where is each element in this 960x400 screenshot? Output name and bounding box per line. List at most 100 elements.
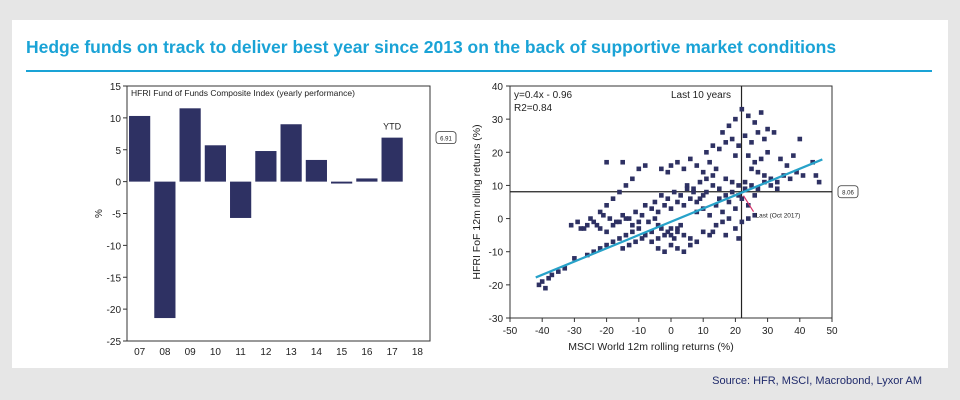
scatter-point xyxy=(630,229,635,235)
scatter-point xyxy=(642,232,648,238)
bar-x-tick-label: 15 xyxy=(336,347,348,358)
scatter-point xyxy=(707,212,712,218)
scatter-point xyxy=(697,196,703,201)
scatter-point xyxy=(659,166,664,172)
scatter-point xyxy=(717,196,722,201)
scatter-point xyxy=(604,229,609,235)
scatter-point xyxy=(749,166,754,172)
scatter-point xyxy=(736,193,741,198)
scatter-point xyxy=(691,189,696,195)
scatter-x-tick-label: -40 xyxy=(535,326,550,337)
scatter-point xyxy=(739,219,745,225)
scatter-x-tick-label: 30 xyxy=(762,326,774,337)
scatter-point xyxy=(649,206,654,211)
scatter-point xyxy=(581,226,587,231)
scatter-point xyxy=(613,219,619,225)
bar xyxy=(129,115,151,182)
bar xyxy=(381,137,403,182)
scatter-x-axis-label: MSCI World 12m rolling returns (%) xyxy=(568,341,734,353)
scatter-point xyxy=(774,179,780,185)
scatter-point xyxy=(704,189,709,195)
scatter-point xyxy=(813,173,819,178)
scatter-point xyxy=(723,140,729,145)
scatter-y-tick-label: 30 xyxy=(492,115,504,126)
scatter-point xyxy=(749,183,754,188)
scatter-point xyxy=(729,189,735,195)
scatter-point xyxy=(774,186,780,192)
scatter-point xyxy=(578,226,584,231)
scatter-point xyxy=(745,153,751,158)
bar-x-tick-label: 12 xyxy=(260,347,272,358)
scatter-point xyxy=(787,176,793,182)
scatter-point xyxy=(668,226,674,231)
scatter-point xyxy=(762,179,767,185)
scatter-point xyxy=(630,176,635,182)
scatter-point xyxy=(688,236,693,241)
regression-line xyxy=(535,158,823,279)
scatter-point xyxy=(681,203,687,208)
scatter-point xyxy=(681,166,687,172)
scatter-point xyxy=(723,232,729,238)
scatter-point xyxy=(575,219,580,225)
bar-y-tick-label: -20 xyxy=(107,305,122,316)
scatter-point xyxy=(668,242,674,248)
scatter-point xyxy=(620,212,625,218)
scatter-point xyxy=(717,186,722,192)
scatter-point xyxy=(636,226,642,231)
scatter-point xyxy=(642,163,648,168)
bar-x-tick-label: 16 xyxy=(361,347,373,358)
scatter-point xyxy=(568,222,574,228)
scatter-point xyxy=(675,199,680,205)
scatter-point xyxy=(733,116,738,122)
scatter-y-tick-label: 10 xyxy=(492,181,504,192)
bar xyxy=(305,159,327,182)
scatter-point xyxy=(800,173,806,178)
scatter-point xyxy=(572,256,577,261)
bar-chart-title: HFRI Fund of Funds Composite Index (year… xyxy=(131,88,355,98)
scatter-point xyxy=(755,130,761,135)
scatter-point xyxy=(665,229,671,235)
scatter-point xyxy=(562,265,568,271)
scatter-point xyxy=(794,169,799,175)
scatter-point xyxy=(745,216,751,221)
bar-y-tick-label: -15 xyxy=(107,273,122,284)
scatter-point xyxy=(745,113,751,119)
scatter-point xyxy=(688,196,693,201)
scatter-point xyxy=(791,153,796,158)
scatter-x-tick-label: -10 xyxy=(632,326,647,337)
scatter-point xyxy=(736,183,741,188)
scatter-point xyxy=(720,209,725,215)
scatter-point xyxy=(604,203,609,208)
scatter-point xyxy=(720,219,725,225)
scatter-y-tick-label: -20 xyxy=(489,281,504,292)
scatter-point xyxy=(617,236,622,241)
scatter-point xyxy=(736,236,741,241)
scatter-point xyxy=(543,285,548,291)
scatter-point xyxy=(710,229,716,235)
scatter-point xyxy=(678,222,683,228)
scatter-point xyxy=(665,169,671,175)
bar-x-tick-label: 11 xyxy=(235,347,246,358)
scatter-point xyxy=(655,246,661,251)
scatter-point xyxy=(675,229,680,235)
scatter-point xyxy=(662,232,667,238)
scatter-point xyxy=(752,212,758,218)
scatter-point xyxy=(646,219,651,225)
scatter-point xyxy=(733,226,738,231)
scatter-point xyxy=(688,156,693,162)
scatter-value-callout-box xyxy=(837,185,859,199)
scatter-point xyxy=(733,206,738,211)
scatter-point xyxy=(707,232,712,238)
scatter-point xyxy=(675,159,680,165)
scatter-point xyxy=(623,183,629,188)
bar-x-tick-label: 08 xyxy=(159,347,171,358)
scatter-y-tick-label: -10 xyxy=(489,248,504,259)
scatter-x-tick-label: -30 xyxy=(567,326,582,337)
scatter-y-tick-label: -30 xyxy=(489,314,504,325)
scatter-point xyxy=(620,159,625,165)
scatter-point xyxy=(659,226,664,231)
scatter-point xyxy=(710,173,716,178)
scatter-point xyxy=(549,272,555,278)
scatter-point xyxy=(665,196,671,201)
bar xyxy=(179,108,201,182)
